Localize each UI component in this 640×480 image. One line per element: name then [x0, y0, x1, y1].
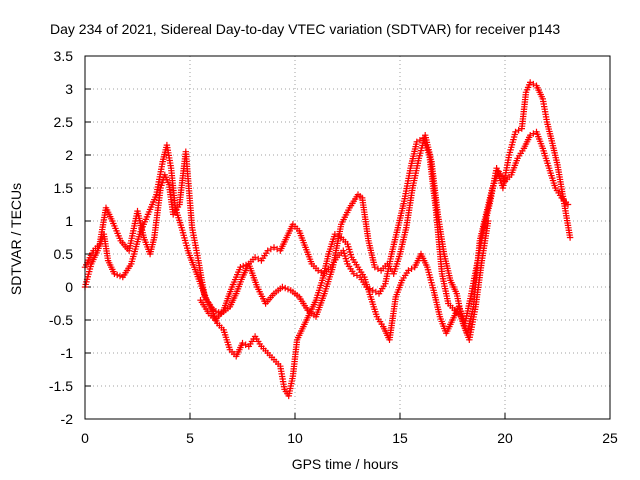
x-tick-label: 15 — [392, 430, 408, 446]
data-point — [282, 284, 289, 292]
data-point — [279, 283, 286, 291]
plot-frame — [84, 55, 611, 420]
data-point — [116, 272, 124, 280]
data-point — [485, 217, 492, 225]
y-tick-labels: 3.5 3 2.5 2 1.5 1 0.5 0 -0.5 -1 -1.5 -2 — [49, 48, 73, 427]
data-point — [564, 201, 572, 208]
y-tick-label: 0.5 — [54, 246, 74, 262]
data-point — [237, 264, 244, 271]
y-tick-label: 2.5 — [54, 114, 74, 130]
x-tick-label: 0 — [81, 430, 89, 446]
y-tick-label: 3 — [65, 81, 73, 97]
chart-title: Day 234 of 2021, Sidereal Day-to-day VTE… — [50, 21, 560, 37]
data-point — [240, 262, 247, 270]
y-tick-label: -1 — [61, 345, 74, 361]
y-tick-label: 2 — [65, 147, 73, 163]
x-tick-label: 20 — [497, 430, 513, 446]
y-tick-label: 3.5 — [54, 48, 74, 64]
y-axis-label: SDTVAR / TECUs — [8, 183, 24, 295]
y-tick-label: -1.5 — [49, 378, 73, 394]
y-tick-label: 0 — [65, 279, 73, 295]
x-tick-label: 10 — [287, 430, 303, 446]
x-tick-label: 5 — [186, 430, 194, 446]
data-point — [566, 234, 574, 241]
y-tick-label: -2 — [61, 411, 74, 427]
y-tick-label: 1 — [65, 213, 73, 229]
y-tick-label: -0.5 — [49, 312, 73, 328]
x-tick-label: 25 — [602, 430, 618, 446]
y-tick-label: 1.5 — [54, 180, 74, 196]
data-point — [114, 271, 121, 279]
points-layer — [81, 79, 574, 400]
grid-layer — [84, 55, 611, 420]
x-tick-labels: 0 5 10 15 20 25 — [81, 430, 618, 446]
data-point — [111, 270, 118, 277]
data-point — [284, 286, 292, 293]
x-axis-label: GPS time / hours — [292, 456, 399, 472]
data-point — [242, 261, 250, 269]
